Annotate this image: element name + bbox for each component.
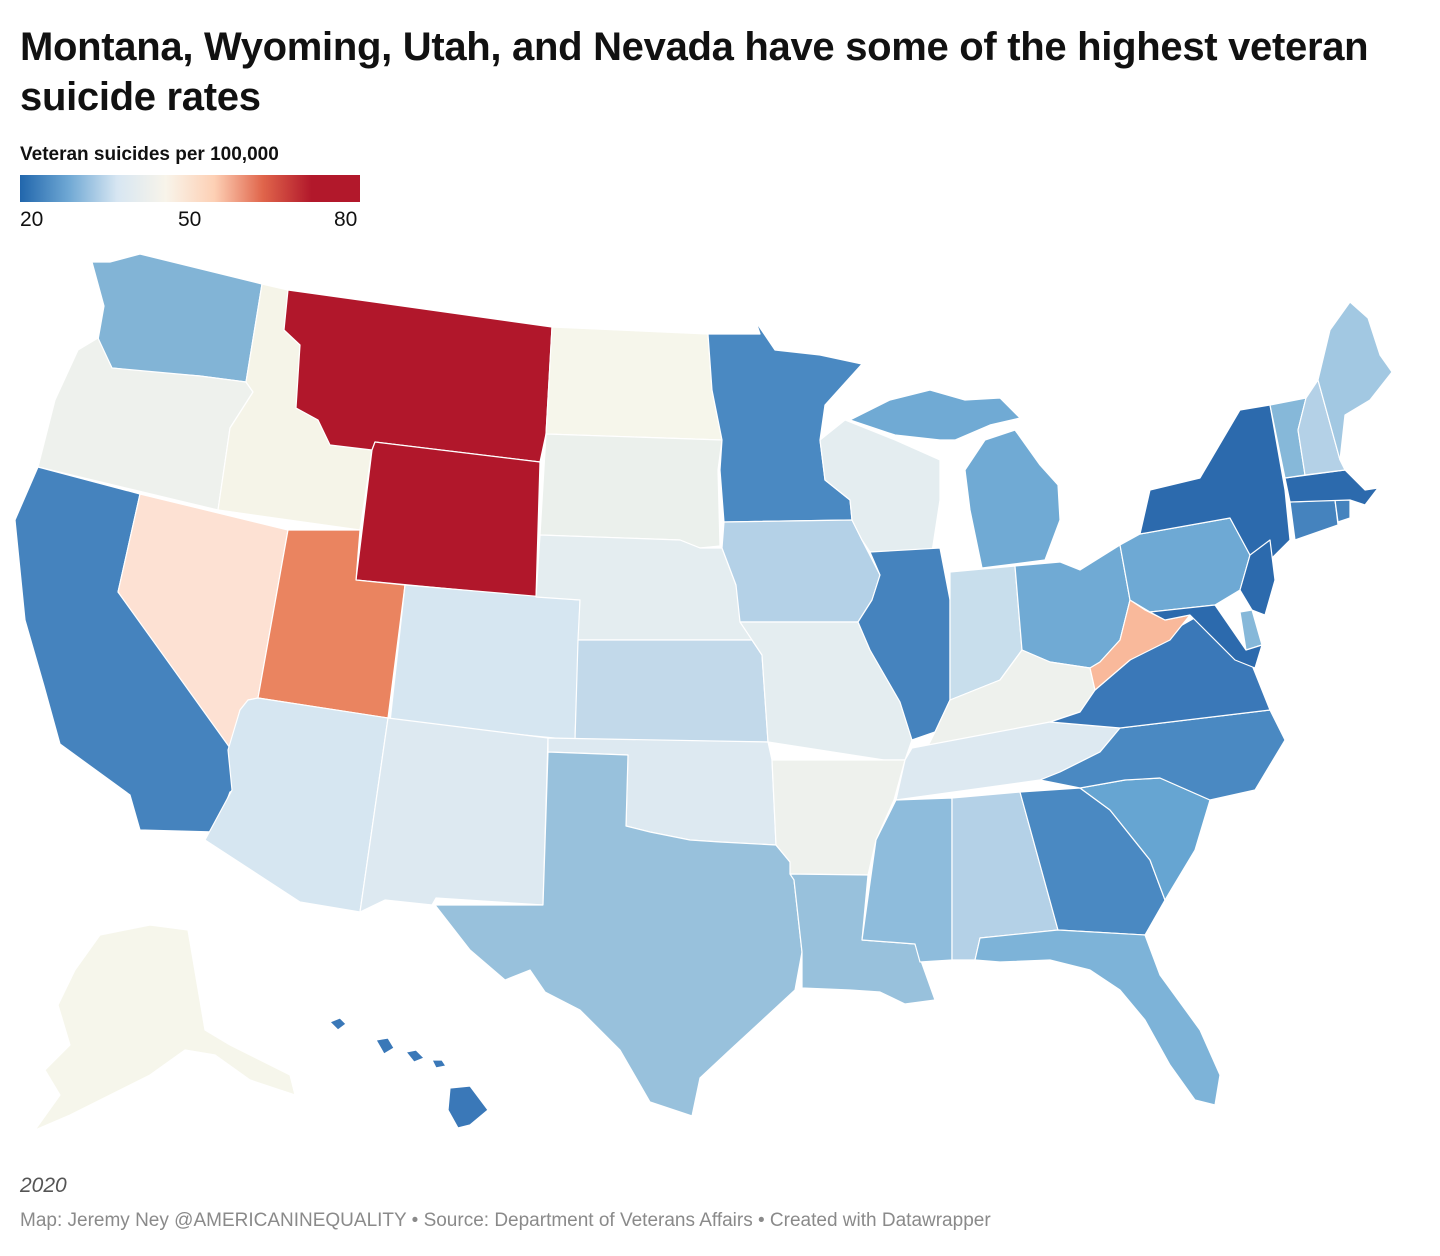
state-south-dakota[interactable] — [539, 433, 723, 549]
state-minnesota[interactable] — [707, 321, 863, 523]
chart-title: Montana, Wyoming, Utah, and Nevada have … — [20, 25, 1369, 119]
state-north-carolina[interactable] — [1039, 709, 1286, 801]
legend-title: Veteran suicides per 100,000 — [20, 144, 279, 165]
legend-max-label: 80 — [334, 208, 358, 231]
legend-min-label: 20 — [20, 208, 44, 231]
state-michigan[interactable] — [849, 389, 1061, 569]
state-colorado[interactable] — [389, 584, 581, 741]
state-connecticut[interactable] — [1289, 499, 1339, 541]
state-rhode-island[interactable] — [1334, 499, 1351, 523]
state-delaware[interactable] — [1239, 609, 1263, 651]
state-wyoming[interactable] — [355, 441, 541, 598]
state-washington[interactable] — [91, 253, 263, 383]
us-choropleth-map — [14, 253, 1393, 1131]
state-virginia[interactable] — [1049, 611, 1271, 729]
state-florida[interactable] — [974, 929, 1221, 1106]
state-hawaii[interactable] — [329, 1017, 489, 1129]
state-texas[interactable] — [434, 751, 803, 1117]
source-footer: Map: Jeremy Ney @AMERICANINEQUALITY • So… — [20, 1210, 991, 1231]
legend-color-scale — [20, 175, 360, 202]
state-kansas[interactable] — [574, 639, 769, 743]
state-new-jersey[interactable] — [1239, 539, 1276, 616]
state-massachusetts[interactable] — [1284, 469, 1379, 506]
state-illinois[interactable] — [857, 547, 951, 741]
map-year-note: 2020 — [20, 1174, 67, 1197]
state-maine[interactable] — [1317, 301, 1393, 461]
state-iowa[interactable] — [721, 519, 881, 623]
state-new-york[interactable] — [1139, 404, 1291, 561]
state-arkansas[interactable] — [771, 759, 906, 876]
state-north-dakota[interactable] — [545, 326, 723, 441]
legend-mid-label: 50 — [178, 208, 202, 231]
state-alaska[interactable] — [34, 924, 296, 1131]
state-maryland[interactable] — [1149, 604, 1263, 669]
state-pennsylvania[interactable] — [1119, 517, 1251, 613]
state-new-mexico[interactable] — [359, 717, 549, 913]
